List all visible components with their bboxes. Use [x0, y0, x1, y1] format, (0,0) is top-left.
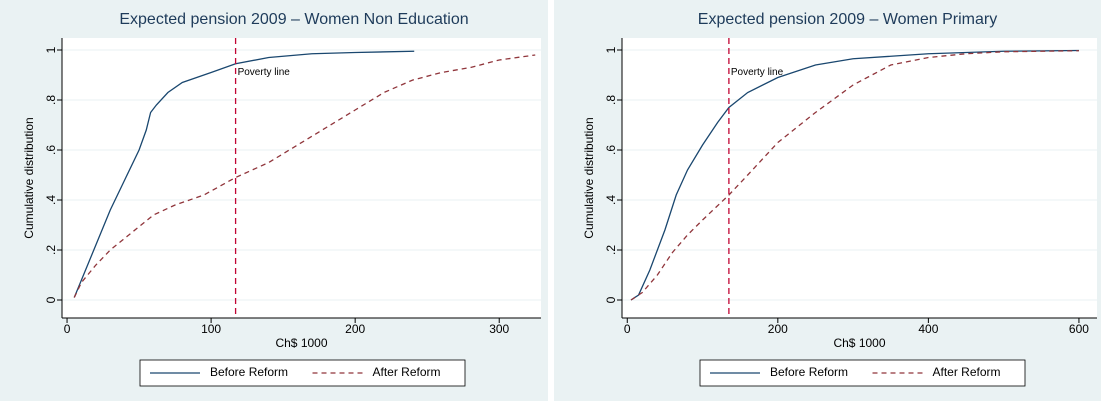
x-axis-title: Ch$ 1000 — [275, 336, 327, 350]
poverty-line-label: Poverty line — [731, 67, 784, 78]
legend-label: Before Reform — [770, 365, 848, 379]
x-tick-label: 0 — [64, 322, 71, 336]
legend-label: After Reform — [933, 365, 1001, 379]
legend-label: After Reform — [373, 365, 441, 379]
y-tick-label: .2 — [44, 245, 58, 255]
x-tick-label: 100 — [201, 322, 221, 336]
chart-title: Expected pension 2009 – Women Non Educat… — [119, 11, 468, 28]
y-tick-label: 1 — [604, 46, 618, 53]
x-tick-label: 0 — [624, 322, 631, 336]
y-tick-label: .4 — [604, 195, 618, 205]
data-line — [630, 49, 1079, 301]
y-tick-label: 0 — [604, 296, 618, 303]
y-tick-label: .2 — [604, 245, 618, 255]
data-line — [73, 50, 415, 298]
y-axis-title: Cumulative distribution — [22, 117, 36, 238]
y-tick-label: .8 — [44, 95, 58, 105]
y-tick-label: 0 — [44, 296, 58, 303]
y-tick-label: 1 — [44, 46, 58, 53]
y-tick-label: .6 — [44, 145, 58, 155]
data-line — [630, 50, 1079, 301]
legend-label: Before Reform — [210, 365, 288, 379]
y-axis-title: Cumulative distribution — [582, 117, 596, 238]
y-tick-label: .6 — [604, 145, 618, 155]
chart-title: Expected pension 2009 – Women Primary — [698, 11, 997, 28]
plot-area — [622, 38, 1097, 318]
x-tick-label: 200 — [345, 322, 365, 336]
x-tick-label: 200 — [768, 322, 788, 336]
y-tick-label: .8 — [604, 95, 618, 105]
y-tick-label: .4 — [44, 195, 58, 205]
x-tick-label: 400 — [918, 322, 938, 336]
x-tick-label: 600 — [1069, 322, 1089, 336]
x-axis-title: Ch$ 1000 — [833, 336, 885, 350]
plot-area — [62, 38, 541, 318]
poverty-line-label: Poverty line — [238, 67, 291, 78]
x-tick-label: 300 — [489, 322, 509, 336]
